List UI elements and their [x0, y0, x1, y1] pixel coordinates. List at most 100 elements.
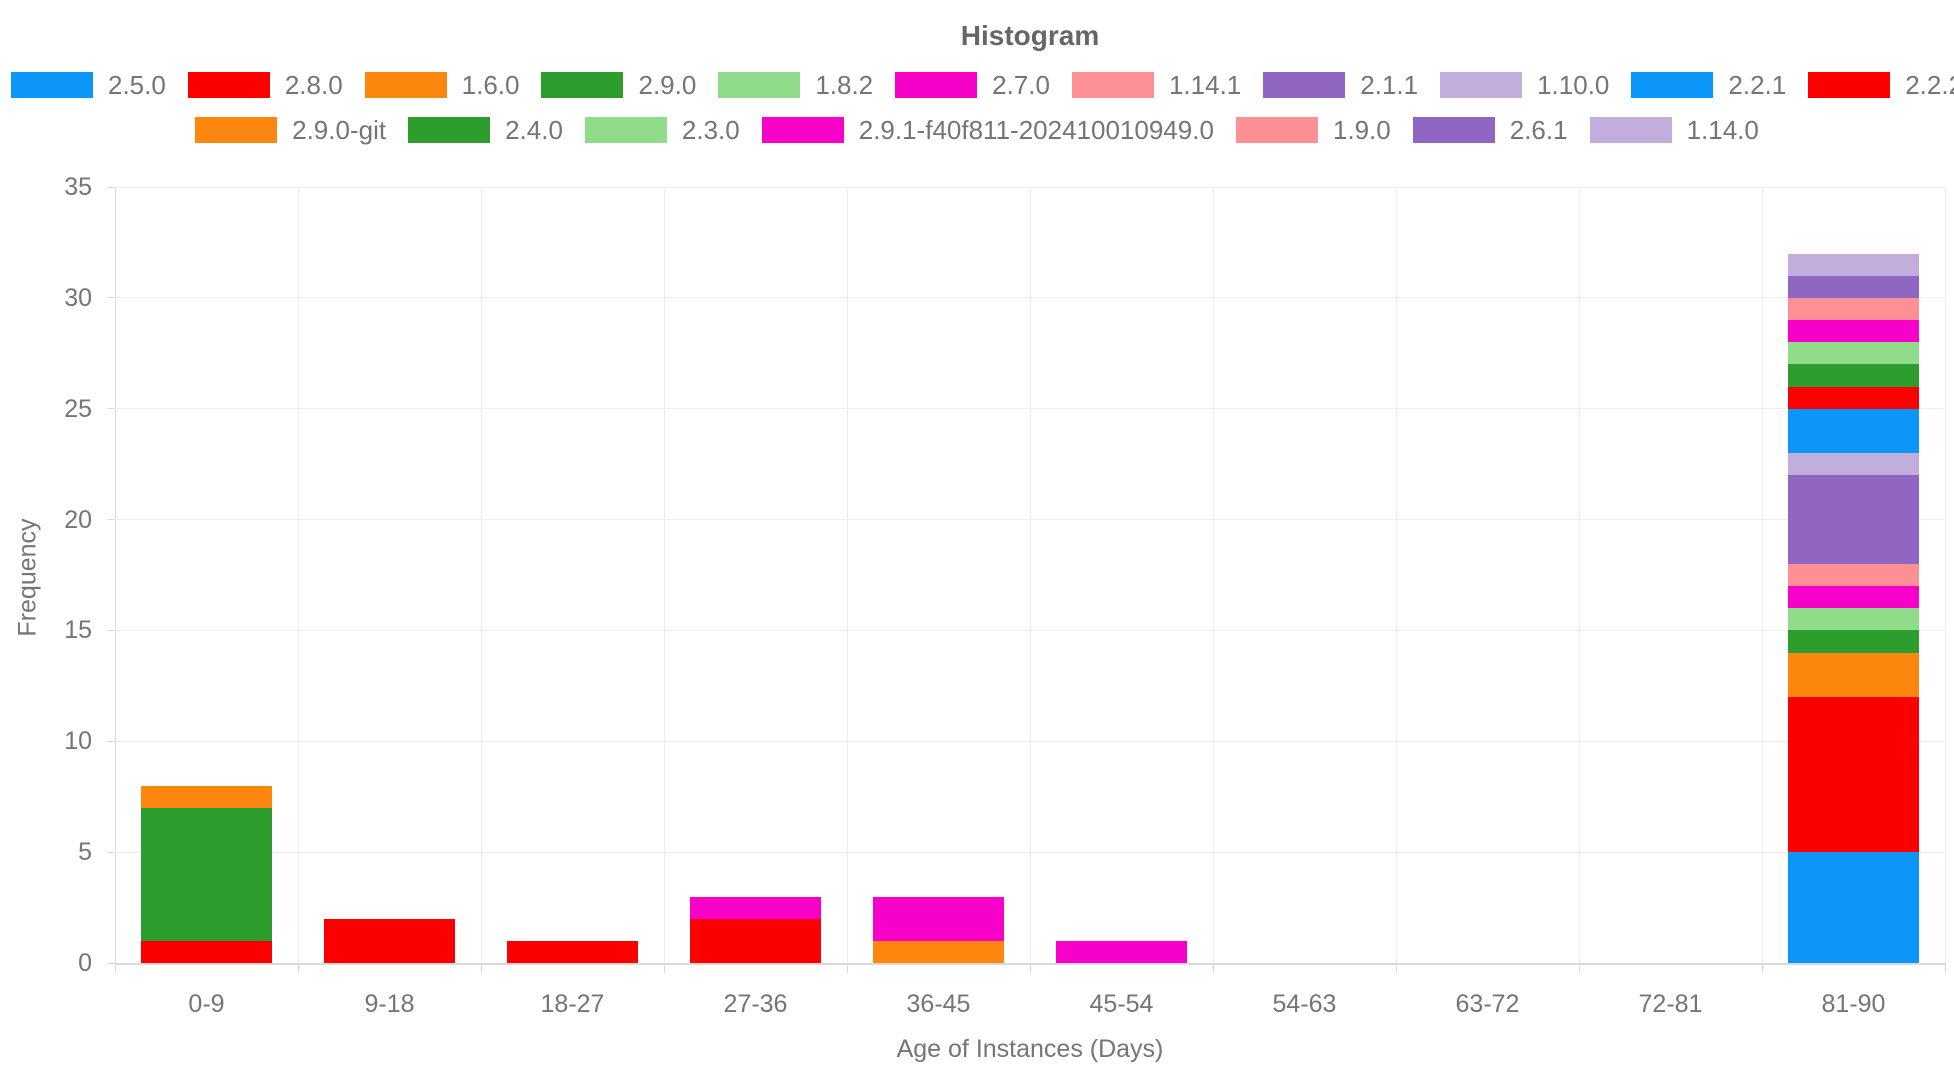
legend-label: 1.14.1: [1168, 70, 1242, 100]
y-tick-mark: [107, 629, 115, 631]
x-axis-line: [114, 963, 1946, 965]
legend-label: 2.3.0: [681, 115, 740, 145]
bar-segment-27-36-2.7.0[interactable]: [690, 896, 821, 919]
bar-segment-81-90-1.14.0[interactable]: [1788, 253, 1919, 276]
y-tick-label-20: 20: [64, 505, 92, 534]
legend-swatch-icon: [1263, 72, 1346, 98]
v-gridline-9: [1761, 187, 1763, 963]
legend: 2.5.0 2.8.0 1.6.0 2.9.0 1.8.2 2.7.0 1.14.1 2.1.…: [0, 72, 1954, 162]
bar-segment-81-90-2.7.0[interactable]: [1788, 586, 1919, 609]
bar-segment-81-90-2.1.1[interactable]: [1788, 475, 1919, 564]
bar-segment-81-90-2.9.1-f40f811-202410010949.0[interactable]: [1788, 320, 1919, 343]
x-tick-label-63-72: 63-72: [1455, 990, 1520, 1018]
plot-area: [115, 186, 1946, 963]
bar-segment-81-90-1.8.2[interactable]: [1788, 608, 1919, 631]
legend-swatch-icon: [195, 117, 278, 143]
legend-label: 1.10.0: [1537, 70, 1610, 100]
bar-segment-18-27-2.8.0[interactable]: [507, 940, 638, 963]
bar-segment-36-45-2.7.0[interactable]: [873, 896, 1004, 941]
bar-segment-36-45-1.6.0[interactable]: [873, 940, 1004, 963]
v-gridline-5: [1029, 187, 1031, 963]
legend-label: 2.9.1-f40f811-202410010949.0: [858, 115, 1214, 145]
legend-item-2.9.1-f40f811-202410010949.0[interactable]: 2.9.1-f40f811-202410010949.0: [761, 115, 1214, 145]
legend-swatch-icon: [364, 72, 447, 98]
legend-item-2.4.0[interactable]: 2.4.0: [408, 117, 563, 143]
legend-label: 2.1.1: [1360, 70, 1419, 100]
legend-item-1.9.0[interactable]: 1.9.0: [1235, 117, 1391, 143]
bar-segment-81-90-2.6.1[interactable]: [1788, 275, 1919, 298]
y-tick-label-25: 25: [64, 394, 92, 423]
legend-label: 2.2.2: [1905, 70, 1954, 100]
v-gridline-1: [297, 187, 299, 963]
bar-segment-9-18-2.8.0[interactable]: [324, 918, 455, 963]
x-tick-mark: [1212, 965, 1214, 973]
x-tick-label-18-27: 18-27: [540, 990, 605, 1018]
legend-row-1: 2.5.0 2.8.0 1.6.0 2.9.0 1.8.2 2.7.0 1.14.1 2.1.…: [0, 72, 1954, 98]
bar-stack-45-54: [1056, 187, 1187, 963]
legend-item-1.14.1[interactable]: 1.14.1: [1071, 70, 1242, 100]
v-gridline-8: [1578, 187, 1580, 963]
legend-item-2.5.0[interactable]: 2.5.0: [11, 72, 166, 98]
bar-segment-81-90-1.9.0[interactable]: [1788, 297, 1919, 321]
bar-segment-0-9-2.8.0[interactable]: [141, 940, 272, 963]
v-gridline-7: [1395, 187, 1397, 963]
legend-item-2.3.0[interactable]: 2.3.0: [584, 115, 740, 145]
legend-swatch-icon: [11, 72, 93, 98]
legend-item-2.9.0-git[interactable]: 2.9.0-git: [195, 117, 386, 143]
bar-segment-81-90-2.4.0[interactable]: [1788, 364, 1919, 387]
bar-segment-45-54-2.7.0[interactable]: [1056, 940, 1187, 963]
legend-label: 2.2.1: [1728, 70, 1787, 100]
x-tick-mark: [663, 965, 665, 973]
chart-title: Histogram: [960, 20, 1100, 51]
legend-item-1.8.2[interactable]: 1.8.2: [718, 72, 873, 98]
bar-segment-81-90-2.8.0[interactable]: [1788, 696, 1919, 853]
legend-item-2.6.1[interactable]: 2.6.1: [1412, 117, 1568, 143]
bar-segment-81-90-2.3.0[interactable]: [1788, 342, 1919, 365]
x-tick-mark: [114, 965, 116, 973]
v-gridline-4: [846, 187, 848, 963]
x-tick-label-0-9: 0-9: [188, 990, 225, 1018]
legend-item-2.8.0[interactable]: 2.8.0: [187, 72, 343, 98]
legend-item-1.14.0[interactable]: 1.14.0: [1589, 117, 1759, 143]
legend-item-1.6.0[interactable]: 1.6.0: [364, 72, 519, 98]
bar-segment-81-90-1.14.1[interactable]: [1788, 563, 1919, 587]
bar-stack-27-36: [690, 187, 821, 963]
legend-item-2.7.0[interactable]: 2.7.0: [895, 72, 1050, 98]
bar-stack-63-72: [1422, 187, 1553, 963]
bar-segment-0-9-2.9.0[interactable]: [141, 807, 272, 941]
legend-label: 2.7.0: [992, 70, 1050, 100]
legend-swatch-icon: [408, 117, 491, 143]
legend-swatch-icon: [1808, 72, 1891, 98]
legend-item-2.9.0[interactable]: 2.9.0: [541, 72, 696, 98]
v-gridline-3: [663, 187, 665, 963]
bar-segment-81-90-2.5.0[interactable]: [1788, 852, 1919, 963]
x-tick-label-9-18: 9-18: [364, 990, 415, 1018]
legend-item-2.2.1[interactable]: 2.2.1: [1631, 72, 1786, 98]
legend-item-2.2.2[interactable]: 2.2.2: [1808, 72, 1954, 98]
x-tick-mark: [1761, 965, 1763, 973]
bar-stack-81-90: [1788, 187, 1919, 963]
x-tick-label-36-45: 36-45: [906, 990, 971, 1018]
bar-segment-27-36-2.8.0[interactable]: [690, 918, 821, 963]
bar-segment-81-90-1.6.0[interactable]: [1788, 652, 1919, 697]
x-tick-mark: [297, 965, 299, 973]
legend-swatch-icon: [584, 117, 667, 143]
bar-stack-72-81: [1605, 187, 1736, 963]
bar-segment-81-90-2.9.0[interactable]: [1788, 630, 1919, 653]
bar-segment-0-9-2.9.0-git[interactable]: [141, 785, 272, 808]
legend-item-2.1.1[interactable]: 2.1.1: [1263, 72, 1418, 98]
bar-segment-81-90-2.2.2[interactable]: [1788, 386, 1919, 409]
bar-stack-0-9: [141, 187, 272, 963]
y-axis-title: Frequency: [13, 518, 42, 637]
y-tick-mark: [107, 519, 115, 521]
y-tick-label-35: 35: [64, 173, 92, 201]
bar-segment-81-90-2.2.1[interactable]: [1788, 408, 1919, 454]
legend-swatch-icon: [541, 72, 624, 98]
y-tick-mark: [107, 962, 115, 964]
x-tick-label-72-81: 72-81: [1638, 990, 1703, 1018]
x-tick-mark: [1029, 965, 1031, 973]
x-tick-mark: [1944, 965, 1946, 973]
bar-segment-81-90-1.10.0[interactable]: [1788, 453, 1919, 476]
legend-item-1.10.0[interactable]: 1.10.0: [1440, 72, 1609, 98]
legend-swatch-icon: [1631, 72, 1714, 98]
